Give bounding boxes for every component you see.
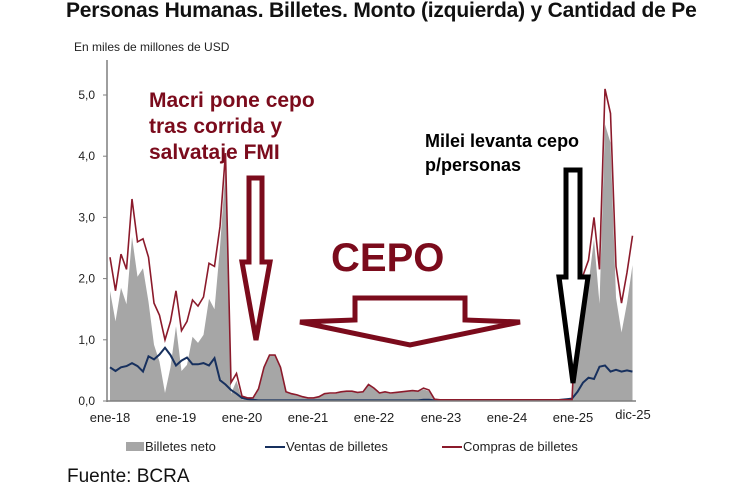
- legend-swatch-neto: [126, 442, 144, 451]
- series-billetes-neto-area: [110, 124, 633, 402]
- y-tick-label: 1,0: [78, 333, 95, 347]
- legend-label-compras: Compras de billetes: [463, 439, 578, 454]
- legend-item-neto: Billetes neto: [126, 439, 216, 454]
- annotation-macri: Macri pone cepo tras corrida y salvataje…: [149, 88, 315, 166]
- x-tick-label: dic-25: [615, 407, 650, 422]
- legend-label-ventas: Ventas de billetes: [286, 439, 388, 454]
- y-tick-label: 5,0: [78, 88, 95, 102]
- x-tick-label: ene-22: [354, 410, 394, 425]
- macri-arrow-icon: [239, 175, 273, 341]
- annotation-macri-line-3: salvataje FMI: [149, 141, 280, 164]
- annotation-milei-line-2: p/personas: [425, 155, 522, 175]
- cepo-arrow-icon: [299, 295, 521, 348]
- annotation-milei: Milei levanta cepo p/personas: [425, 129, 579, 177]
- legend-swatch-ventas: [265, 445, 285, 448]
- legend-label-neto: Billetes neto: [145, 439, 216, 454]
- legend-item-ventas: Ventas de billetes: [265, 439, 388, 454]
- legend: Billetes neto Ventas de billetes Compras…: [0, 439, 752, 457]
- series-compras-line: [109, 88, 634, 401]
- x-tick-label: ene-19: [156, 410, 196, 425]
- annotation-macri-line-1: Macri pone cepo: [149, 89, 315, 112]
- milei-arrow-icon: [556, 167, 591, 384]
- units-label: En miles de millones de USD: [74, 40, 230, 54]
- annotation-milei-line-1: Milei levanta cepo: [425, 131, 580, 151]
- x-tick-label: ene-24: [487, 410, 527, 425]
- x-tick-label: ene-25: [553, 410, 593, 425]
- annotation-macri-line-2: tras corrida y: [149, 115, 283, 138]
- x-tick-label: ene-23: [421, 410, 461, 425]
- source-note: Fuente: BCRA: [67, 466, 190, 487]
- legend-item-compras: Compras de billetes: [442, 439, 578, 454]
- x-tick-label: ene-18: [90, 410, 130, 425]
- y-axis: 0,0 1,0 2,0 3,0 4,0 5,0: [78, 60, 636, 408]
- x-tick-label: ene-21: [288, 410, 328, 425]
- y-tick-label: 4,0: [78, 149, 95, 163]
- y-tick-label: 2,0: [78, 272, 95, 286]
- annotation-cepo: CEPO: [331, 236, 445, 280]
- legend-swatch-compras: [442, 445, 462, 448]
- y-tick-label: 0,0: [78, 394, 95, 408]
- x-tick-label: ene-20: [222, 410, 262, 425]
- x-axis-ticks: ene-18 ene-19 ene-20 ene-21 ene-22 ene-23 ene-…: [90, 407, 651, 425]
- chart-title: Personas Humanas. Billetes. Monto (izqui…: [66, 0, 697, 22]
- y-tick-label: 3,0: [78, 210, 95, 224]
